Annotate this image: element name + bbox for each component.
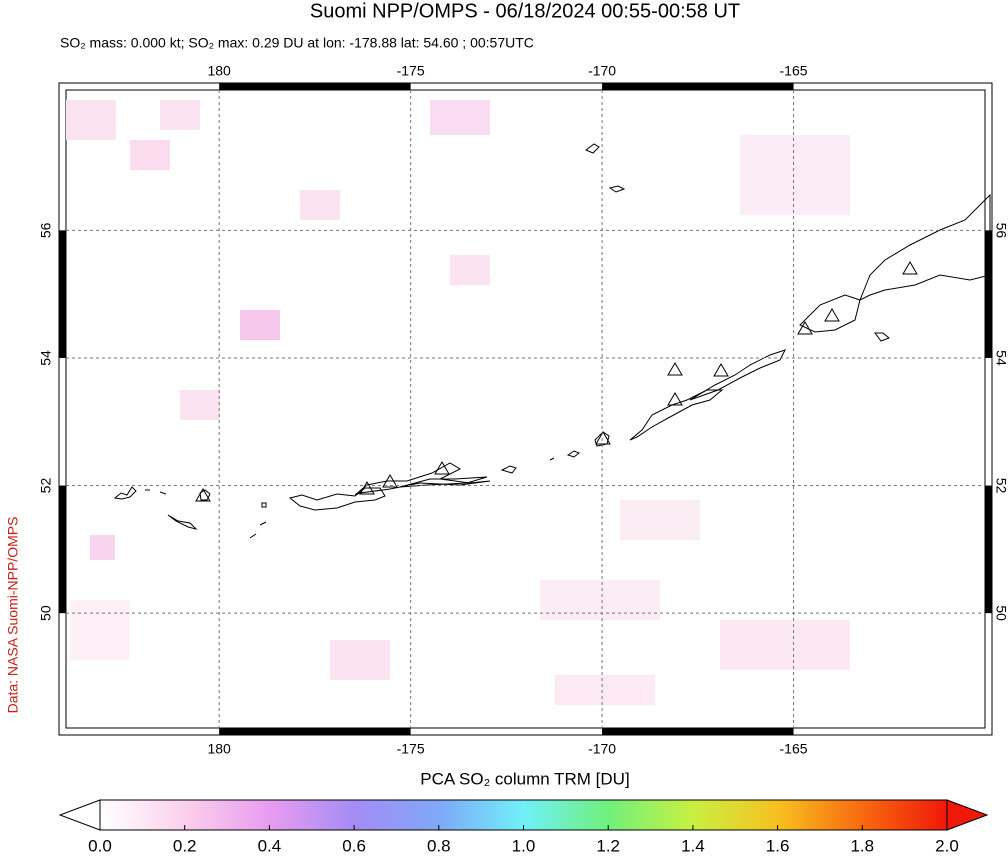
volcanoes xyxy=(195,261,918,502)
x-tick-label: -170 xyxy=(588,741,616,757)
credit: Data: NASA Suomi-NPP/OMPS xyxy=(5,517,21,714)
x-tick-label: -165 xyxy=(780,741,808,757)
x-tick-label: -175 xyxy=(397,741,425,757)
y-tick-label: 54 xyxy=(38,350,54,366)
y-tick-label: 52 xyxy=(993,478,1008,494)
x-tick-label: -175 xyxy=(397,63,425,79)
frame-bar xyxy=(985,485,992,614)
frame-bar xyxy=(59,230,66,358)
frame-bar xyxy=(219,728,411,735)
y-tick-label: 56 xyxy=(38,222,54,238)
frame-bar xyxy=(602,83,794,90)
colorbar-tick-label: 1.8 xyxy=(850,836,874,855)
frame-bar xyxy=(985,230,992,358)
colorbar-tick-label: 1.2 xyxy=(596,836,620,855)
colorbar-tick-label: 1.0 xyxy=(512,836,536,855)
frame-bar xyxy=(602,728,794,735)
colorbar-tick-label: 0.8 xyxy=(427,836,451,855)
colorbar-tick-label: 0.6 xyxy=(342,836,366,855)
y-tick-label: 50 xyxy=(38,605,54,621)
colorbar-over xyxy=(946,799,989,831)
frame-bar xyxy=(219,83,411,90)
colorbar-tick-label: 0.2 xyxy=(173,836,197,855)
title: Suomi NPP/OMPS - 06/18/2024 00:55-00:58 … xyxy=(310,0,740,22)
colorbar-tick-label: 0.0 xyxy=(88,836,112,855)
colorbar-tick-label: 2.0 xyxy=(935,836,959,855)
frame-outline xyxy=(58,82,993,736)
x-tick-label: -170 xyxy=(588,63,616,79)
colorbar-tick-label: 1.6 xyxy=(766,836,790,855)
subtitle: SO₂ mass: 0.000 kt; SO₂ max: 0.29 DU at … xyxy=(60,35,534,51)
x-tick-label: -165 xyxy=(780,63,808,79)
x-tick-label: 180 xyxy=(207,63,231,79)
colorbar-tick-label: 1.4 xyxy=(681,836,705,855)
so2-tiles xyxy=(66,100,850,705)
y-tick-label: 54 xyxy=(993,350,1008,366)
y-tick-label: 50 xyxy=(993,605,1008,621)
frame-bar xyxy=(59,485,66,614)
y-tick-label: 52 xyxy=(38,478,54,494)
colorbar-under xyxy=(58,799,101,831)
colorbar-label: PCA SO₂ column TRM [DU] xyxy=(420,769,629,788)
x-tick-label: 180 xyxy=(207,741,231,757)
y-tick-label: 56 xyxy=(993,223,1008,239)
map xyxy=(65,89,991,729)
colorbar-tick-label: 0.4 xyxy=(258,836,282,855)
